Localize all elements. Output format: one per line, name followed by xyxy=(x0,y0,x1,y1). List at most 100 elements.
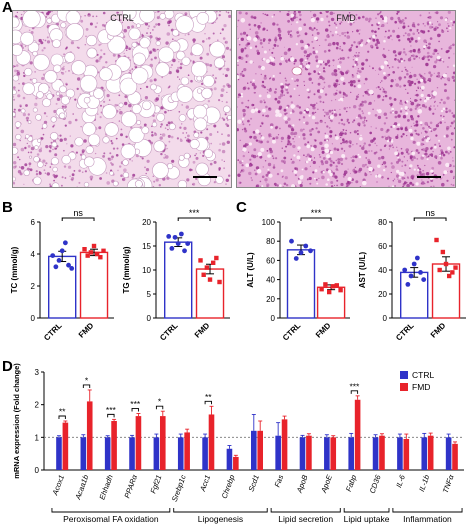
tissue-stain xyxy=(120,128,123,131)
tissue-stain xyxy=(397,16,401,20)
lipid-droplet xyxy=(107,35,127,55)
tissue-stain xyxy=(355,45,359,48)
tissue-stain xyxy=(172,38,174,40)
data-point xyxy=(327,289,332,295)
tissue-stain xyxy=(277,33,282,37)
x-tick-label: Ehhadh xyxy=(97,474,114,501)
tissue-stain xyxy=(239,72,243,76)
tissue-stain xyxy=(365,41,368,44)
tissue-stain xyxy=(53,175,58,179)
lipid-droplet xyxy=(13,44,23,56)
tissue-stain xyxy=(192,182,196,186)
tissue-stain xyxy=(362,95,364,97)
tissue-space xyxy=(360,134,362,137)
tissue-stain xyxy=(156,38,160,42)
tissue-stain xyxy=(13,165,16,169)
tissue-stain xyxy=(249,162,252,165)
tissue-space xyxy=(443,135,446,138)
tissue-stain xyxy=(149,32,152,34)
tissue-stain xyxy=(212,74,214,76)
tissue-stain xyxy=(63,65,65,68)
significance-bracket xyxy=(131,408,139,412)
tissue-stain xyxy=(311,111,315,115)
tissue-stain xyxy=(345,110,348,113)
lipid-droplet xyxy=(60,22,67,29)
tissue-space xyxy=(305,64,311,69)
tissue-stain xyxy=(286,136,291,140)
tissue-stain xyxy=(63,165,67,168)
tissue-stain xyxy=(434,26,438,30)
tissue-stain xyxy=(172,58,176,63)
tissue-stain xyxy=(325,11,329,13)
tissue-stain xyxy=(73,170,76,172)
tissue-stain xyxy=(424,183,426,185)
tissue-stain xyxy=(379,81,382,84)
tissue-stain xyxy=(349,131,352,134)
tissue-stain xyxy=(411,177,414,180)
tissue-stain xyxy=(60,71,63,74)
lipid-droplet xyxy=(204,149,214,159)
tissue-space xyxy=(367,39,371,43)
tissue-stain xyxy=(110,140,113,142)
tissue-space xyxy=(314,36,318,41)
tissue-space xyxy=(413,168,416,171)
tissue-space xyxy=(280,169,284,173)
tissue-stain xyxy=(405,88,407,90)
data-point xyxy=(198,258,203,263)
tissue-stain xyxy=(406,135,408,137)
tissue-stain xyxy=(185,132,188,134)
significance-label: ** xyxy=(59,407,66,417)
lipid-droplet xyxy=(32,107,38,113)
tissue-stain xyxy=(335,159,338,162)
tissue-stain xyxy=(345,94,348,97)
lipid-droplet xyxy=(223,105,231,113)
x-tick-label: Scd1 xyxy=(247,474,261,493)
tissue-stain xyxy=(243,68,247,72)
tissue-stain xyxy=(364,163,367,166)
tissue-stain xyxy=(419,173,423,177)
tissue-stain xyxy=(63,53,66,56)
tissue-stain xyxy=(410,101,415,106)
tissue-stain xyxy=(352,65,355,68)
tissue-stain xyxy=(356,132,359,136)
tissue-stain xyxy=(253,85,257,89)
lipid-droplet xyxy=(82,122,96,136)
tissue-stain xyxy=(237,106,238,108)
tissue-stain xyxy=(97,71,100,74)
tissue-space xyxy=(305,108,310,112)
tissue-stain xyxy=(202,154,205,157)
tissue-stain xyxy=(239,32,243,36)
lipid-droplet xyxy=(155,40,161,46)
tissue-stain xyxy=(68,70,70,72)
tissue-stain xyxy=(218,99,221,102)
tissue-stain xyxy=(359,40,362,44)
tissue-stain xyxy=(308,176,312,181)
tissue-stain xyxy=(56,97,61,102)
tissue-stain xyxy=(50,147,52,149)
tissue-stain xyxy=(61,72,65,75)
tissue-stain xyxy=(59,94,63,98)
tissue-stain xyxy=(334,82,337,85)
y-tick-label: 0 xyxy=(35,466,40,475)
tissue-stain xyxy=(366,166,369,169)
tissue-stain xyxy=(442,153,446,157)
tissue-stain xyxy=(410,36,414,41)
tissue-space xyxy=(314,169,318,173)
significance-bracket xyxy=(350,390,359,394)
tissue-stain xyxy=(317,130,321,134)
tissue-stain xyxy=(409,72,411,74)
tissue-stain xyxy=(336,148,340,151)
bar-ctrl xyxy=(445,437,452,470)
tissue-stain xyxy=(108,157,112,161)
tissue-stain xyxy=(224,74,228,78)
tissue-stain xyxy=(306,57,309,60)
tissue-stain xyxy=(404,164,407,167)
tissue-stain xyxy=(402,133,405,136)
lipid-droplet xyxy=(141,126,150,135)
tissue-space xyxy=(324,148,330,154)
tissue-stain xyxy=(29,78,32,81)
x-tick-label: ApoE xyxy=(319,473,334,495)
tissue-stain xyxy=(65,83,68,86)
lipid-droplet xyxy=(128,27,141,40)
tissue-space xyxy=(397,123,401,127)
